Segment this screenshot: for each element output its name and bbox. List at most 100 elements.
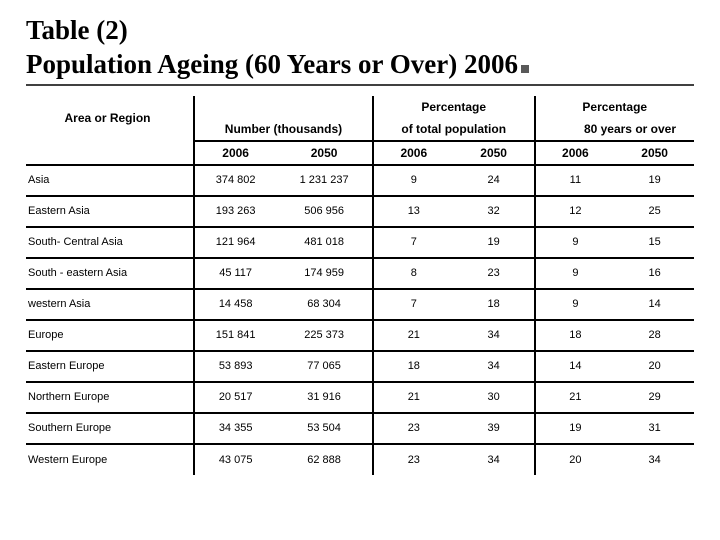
cell-p2050: 34	[454, 444, 535, 475]
cell-e2006: 21	[535, 382, 616, 413]
cell-p2050: 19	[454, 227, 535, 258]
cell-e2006: 9	[535, 289, 616, 320]
cell-e2006: 20	[535, 444, 616, 475]
slide-title: Table (2) Population Ageing (60 Years or…	[26, 14, 694, 86]
cell-n2050: 68 304	[276, 289, 373, 320]
header-percentage-2: Percentage	[535, 96, 694, 118]
hdr-n2050: 2050	[276, 141, 373, 165]
cell-e2050: 28	[615, 320, 694, 351]
header-area: Area or Region	[26, 96, 194, 141]
header-percentage-1: Percentage	[373, 96, 535, 118]
title-line2-wrap: Population Ageing (60 Years or Over) 200…	[26, 48, 694, 82]
cell-region: Europe	[26, 320, 194, 351]
cell-p2006: 13	[373, 196, 454, 227]
cell-p2006: 23	[373, 413, 454, 444]
table-row: Southern Europe34 35553 50423391931	[26, 413, 694, 444]
table-row: Western Europe43 07562 88823342034	[26, 444, 694, 475]
cell-n2050: 174 959	[276, 258, 373, 289]
cell-e2050: 34	[615, 444, 694, 475]
cell-e2050: 25	[615, 196, 694, 227]
cell-e2050: 29	[615, 382, 694, 413]
cell-region: Eastern Asia	[26, 196, 194, 227]
cell-e2006: 11	[535, 165, 616, 196]
cell-e2006: 14	[535, 351, 616, 382]
cell-region: Asia	[26, 165, 194, 196]
cell-e2050: 19	[615, 165, 694, 196]
table-row: western Asia14 45868 304718914	[26, 289, 694, 320]
cell-e2050: 15	[615, 227, 694, 258]
cell-n2050: 225 373	[276, 320, 373, 351]
cell-n2050: 506 956	[276, 196, 373, 227]
cell-n2006: 34 355	[194, 413, 276, 444]
hdr-p2006: 2006	[373, 141, 454, 165]
cell-p2006: 21	[373, 320, 454, 351]
cell-p2006: 7	[373, 289, 454, 320]
cell-n2006: 121 964	[194, 227, 276, 258]
cell-p2006: 23	[373, 444, 454, 475]
cell-p2050: 39	[454, 413, 535, 444]
cell-p2006: 18	[373, 351, 454, 382]
cell-p2050: 34	[454, 351, 535, 382]
header-80over: 80 years or over	[535, 118, 694, 141]
header-row-1: Area or Region Percentage Percentage	[26, 96, 694, 118]
header-row-years: 2006 2050 2006 2050 2006 2050	[26, 141, 694, 165]
cell-n2050: 53 504	[276, 413, 373, 444]
cell-n2006: 193 263	[194, 196, 276, 227]
cell-region: Northern Europe	[26, 382, 194, 413]
cell-region: South - eastern Asia	[26, 258, 194, 289]
cell-e2006: 18	[535, 320, 616, 351]
cell-p2006: 9	[373, 165, 454, 196]
table-row: Asia374 8021 231 2379241119	[26, 165, 694, 196]
cell-n2050: 1 231 237	[276, 165, 373, 196]
cell-n2006: 20 517	[194, 382, 276, 413]
cell-e2050: 14	[615, 289, 694, 320]
cell-e2006: 19	[535, 413, 616, 444]
cell-p2050: 34	[454, 320, 535, 351]
title-line2: Population Ageing (60 Years or Over) 200…	[26, 49, 518, 79]
cell-n2050: 481 018	[276, 227, 373, 258]
cell-e2050: 20	[615, 351, 694, 382]
cell-n2006: 53 893	[194, 351, 276, 382]
header-oftotal: of total population	[373, 118, 535, 141]
cell-region: Western Europe	[26, 444, 194, 475]
cell-region: Eastern Europe	[26, 351, 194, 382]
title-line1: Table (2)	[26, 14, 694, 48]
title-marker-icon	[521, 65, 529, 73]
table-row: South- Central Asia121 964481 018719915	[26, 227, 694, 258]
cell-p2006: 8	[373, 258, 454, 289]
cell-n2006: 45 117	[194, 258, 276, 289]
cell-n2050: 77 065	[276, 351, 373, 382]
cell-p2050: 30	[454, 382, 535, 413]
cell-p2006: 21	[373, 382, 454, 413]
population-table: Area or Region Percentage Percentage Num…	[26, 96, 694, 475]
cell-e2050: 31	[615, 413, 694, 444]
cell-n2006: 151 841	[194, 320, 276, 351]
hdr-n2006: 2006	[194, 141, 276, 165]
cell-e2006: 12	[535, 196, 616, 227]
cell-region: Southern Europe	[26, 413, 194, 444]
cell-p2050: 23	[454, 258, 535, 289]
cell-n2050: 62 888	[276, 444, 373, 475]
table-row: Eastern Europe53 89377 06518341420	[26, 351, 694, 382]
hdr-e2006: 2006	[535, 141, 616, 165]
cell-p2050: 32	[454, 196, 535, 227]
cell-n2006: 43 075	[194, 444, 276, 475]
hdr-p2050: 2050	[454, 141, 535, 165]
table-row: Europe151 841225 37321341828	[26, 320, 694, 351]
cell-p2050: 18	[454, 289, 535, 320]
table-row: Eastern Asia193 263506 95613321225	[26, 196, 694, 227]
cell-region: western Asia	[26, 289, 194, 320]
cell-region: South- Central Asia	[26, 227, 194, 258]
cell-n2006: 14 458	[194, 289, 276, 320]
hdr-e2050: 2050	[615, 141, 694, 165]
cell-n2050: 31 916	[276, 382, 373, 413]
cell-e2006: 9	[535, 227, 616, 258]
cell-p2050: 24	[454, 165, 535, 196]
cell-e2050: 16	[615, 258, 694, 289]
table-row: Northern Europe20 51731 91621302129	[26, 382, 694, 413]
cell-e2006: 9	[535, 258, 616, 289]
cell-n2006: 374 802	[194, 165, 276, 196]
cell-p2006: 7	[373, 227, 454, 258]
header-number: Number (thousands)	[194, 118, 373, 141]
table-row: South - eastern Asia45 117174 959823916	[26, 258, 694, 289]
